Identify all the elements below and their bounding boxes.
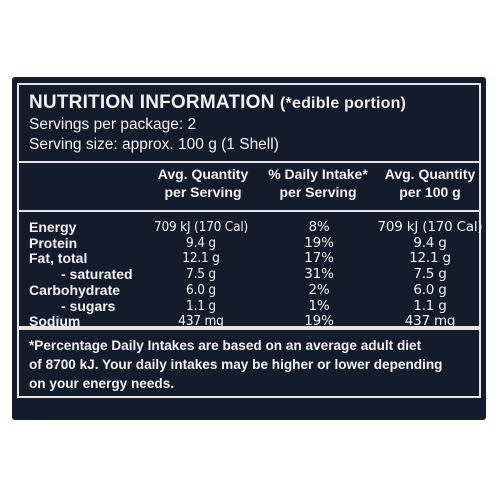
table-row: Protein 9.4 g 19% 9.4 g — [19, 234, 479, 252]
nutrition-panel: NUTRITION INFORMATION (*edible portion) … — [12, 77, 486, 420]
per-serving-value: 6.0 g — [186, 281, 216, 298]
nutrient-label: Fat, total — [29, 250, 88, 267]
per-100g-value: 12.1 g — [409, 250, 451, 267]
nutrient-label: - sugars — [61, 297, 116, 314]
per-serving-value: 1.1 g — [186, 297, 216, 314]
nutrition-title: NUTRITION INFORMATION (*edible portion) — [29, 92, 479, 115]
table-row: Energy 709 kJ (170 Cal) 8% 709 kJ (170 Cal) — [19, 218, 483, 236]
column-header-line: Avg. Quantity — [157, 166, 249, 182]
daily-intake-value: 2% — [308, 281, 330, 298]
column-header-line: % Daily Intake* — [268, 166, 368, 182]
column-header-per-100g: Avg. Quantity per 100 g — [375, 165, 485, 201]
nutrient-table: Energy 709 kJ (170 Cal) 8% 709 kJ (170 Cal)… — [17, 210, 483, 330]
nutrient-label: Energy — [29, 219, 77, 235]
footnote-line: on your energy needs. — [29, 376, 175, 391]
per-100g-value: 437 mg — [404, 313, 456, 330]
table-row: Fat, total 12.1 g 17% 12.1 g — [19, 249, 479, 267]
daily-intake-value: 1% — [308, 297, 330, 314]
nutrition-header: NUTRITION INFORMATION (*edible portion) … — [17, 83, 481, 210]
daily-intake-value: 17% — [304, 250, 334, 267]
column-header-per-serving: Avg. Quantity per Serving — [147, 165, 259, 201]
servings-per-package: Servings per package: 2 — [29, 116, 197, 133]
column-header-line: per Serving — [279, 184, 357, 200]
per-100g-value: 7.5 g — [413, 266, 447, 283]
column-headers: Avg. Quantity per Serving % Daily Intake… — [19, 161, 479, 208]
footnote-line: *Percentage Daily Intakes are based on a… — [29, 338, 422, 353]
daily-intake-value: 31% — [304, 266, 334, 283]
column-header-line: per Serving — [164, 184, 242, 200]
per-100g-value: 1.1 g — [413, 297, 447, 314]
table-row: - saturated 7.5 g 31% 7.5 g — [19, 265, 479, 283]
per-serving-value: 7.5 g — [186, 266, 216, 283]
per-100g-value: 9.4 g — [413, 234, 447, 251]
footnote-line: of 8700 kJ. Your daily intakes may be hi… — [29, 357, 443, 372]
nutrient-label: Sodium — [29, 313, 81, 330]
footnote: *Percentage Daily Intakes are based on a… — [17, 328, 481, 398]
per-serving-value: 709 kJ (170 Cal) — [153, 219, 249, 235]
daily-intake-value: 8% — [308, 219, 330, 235]
nutrient-label: Protein — [29, 234, 78, 251]
table-row: Carbohydrate 6.0 g 2% 6.0 g — [19, 281, 479, 299]
daily-intake-value: 19% — [304, 313, 334, 330]
column-header-line: per 100 g — [399, 184, 461, 200]
serving-size: Serving size: approx. 100 g (1 Shell) — [29, 136, 279, 153]
nutrient-label: - saturated — [61, 266, 133, 283]
column-header-line: Avg. Quantity — [384, 166, 476, 182]
nutrient-label: Carbohydrate — [29, 281, 121, 298]
title-note: (*edible portion) — [280, 95, 407, 112]
title-main: NUTRITION INFORMATION — [29, 92, 275, 113]
per-serving-value: 12.1 g — [182, 250, 220, 267]
per-serving-value: 437 mg — [178, 313, 224, 330]
per-100g-value: 709 kJ (170 Cal) — [377, 219, 483, 235]
column-header-daily-intake: % Daily Intake* per Serving — [253, 165, 383, 201]
table-row: Sodium 437 mg 19% 437 mg — [19, 312, 479, 330]
per-100g-value: 6.0 g — [413, 281, 447, 298]
table-row: - sugars 1.1 g 1% 1.1 g — [19, 297, 479, 315]
daily-intake-value: 19% — [304, 234, 334, 251]
per-serving-value: 9.4 g — [186, 234, 216, 251]
